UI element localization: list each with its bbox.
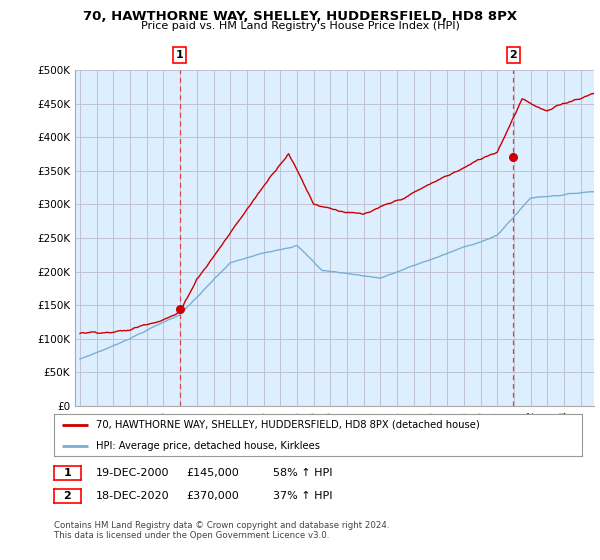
Text: Contains HM Land Registry data © Crown copyright and database right 2024.
This d: Contains HM Land Registry data © Crown c… [54,521,389,540]
Text: 1: 1 [176,50,184,60]
Text: 70, HAWTHORNE WAY, SHELLEY, HUDDERSFIELD, HD8 8PX (detached house): 70, HAWTHORNE WAY, SHELLEY, HUDDERSFIELD… [96,420,480,430]
Text: 2: 2 [509,50,517,60]
Text: Price paid vs. HM Land Registry's House Price Index (HPI): Price paid vs. HM Land Registry's House … [140,21,460,31]
Text: HPI: Average price, detached house, Kirklees: HPI: Average price, detached house, Kirk… [96,441,320,451]
Text: 58% ↑ HPI: 58% ↑ HPI [273,468,332,478]
Text: 2: 2 [64,491,71,501]
Text: 37% ↑ HPI: 37% ↑ HPI [273,491,332,501]
Text: £145,000: £145,000 [186,468,239,478]
Text: 19-DEC-2000: 19-DEC-2000 [96,468,170,478]
Text: 18-DEC-2020: 18-DEC-2020 [96,491,170,501]
Text: £370,000: £370,000 [186,491,239,501]
Text: 1: 1 [64,468,71,478]
Text: 70, HAWTHORNE WAY, SHELLEY, HUDDERSFIELD, HD8 8PX: 70, HAWTHORNE WAY, SHELLEY, HUDDERSFIELD… [83,10,517,23]
